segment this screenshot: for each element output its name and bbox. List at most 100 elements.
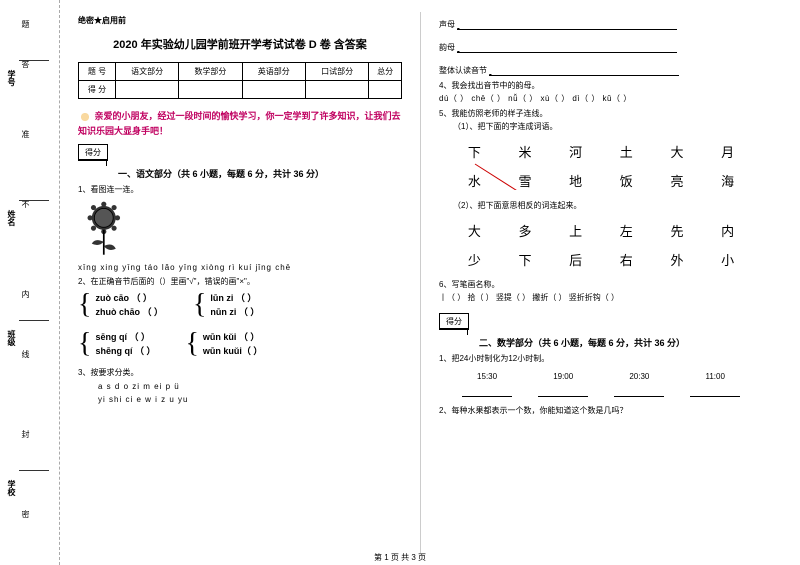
margin-label-school: 学校 — [6, 480, 17, 496]
q3-line2: yi shi ci e w i z u yu — [78, 395, 402, 404]
side-char: 准 — [20, 130, 31, 138]
secret-label: 绝密★启用前 — [78, 15, 402, 26]
side-char: 封 — [20, 430, 31, 438]
time: 11:00 — [705, 372, 724, 381]
hand-icon — [78, 110, 92, 124]
margin-label-class: 班级 — [6, 330, 17, 346]
opt: lūn zi （ ） — [210, 291, 259, 305]
opt: sēng qí （ ） — [95, 330, 155, 344]
left-brace-icon: { — [185, 334, 198, 354]
char: 米 — [518, 142, 531, 161]
q6-line: 丨（ ） 拾（ ） 竖提（ ） 撇折（ ） 竖折折钩（ ） — [439, 292, 763, 303]
left-column: 绝密★启用前 2020 年实验幼儿园学前班开学考试试卷 D 卷 含答案 题 号 … — [60, 0, 420, 565]
char: 亮 — [670, 171, 683, 190]
greeting: 亲爱的小朋友，经过一段时间的愉快学习，你一定学到了许多知识，让我们去知识乐园大显… — [78, 111, 401, 136]
char: 先 — [670, 221, 683, 240]
side-char: 内 — [20, 290, 31, 298]
side-char: 题 — [20, 20, 31, 28]
q4: 4、我会找出音节中的韵母。 — [439, 80, 763, 91]
opt: wūn kǔi （ ） — [203, 330, 263, 344]
char: 少 — [468, 250, 481, 269]
char: 河 — [569, 142, 582, 161]
char: 内 — [721, 221, 734, 240]
time: 19:00 — [553, 372, 573, 381]
q3: 3、按要求分类。 — [78, 367, 402, 378]
char: 多 — [518, 221, 531, 240]
opt: shēng qí （ ） — [95, 344, 155, 358]
score-table: 题 号 语文部分 数学部分 英语部分 口试部分 总分 得 分 — [78, 62, 402, 99]
char: 右 — [620, 250, 633, 269]
zt-label: 整体认读音节 — [439, 66, 487, 75]
q1: 1、看图连一连。 — [78, 184, 402, 195]
right-column: 声母 韵母 整体认读音节 4、我会找出音节中的韵母。 dú（ ） chē（ ） … — [421, 0, 781, 565]
flower-image — [78, 199, 133, 259]
m2: 2、每种水果都表示一个数，你能知道这个数是几吗？ — [439, 405, 763, 416]
th: 英语部分 — [242, 63, 305, 81]
char: 地 — [569, 171, 582, 190]
section2-title: 二、数学部分（共 6 小题，每题 6 分，共计 36 分） — [439, 336, 763, 349]
char: 下 — [518, 250, 531, 269]
left-brace-icon: { — [78, 334, 91, 354]
score-box: 得分 — [78, 144, 108, 161]
th: 题 号 — [79, 63, 116, 81]
opt: zhuò chāo （ ） — [95, 305, 163, 319]
blank-row — [439, 387, 763, 397]
score-box-2: 得分 — [439, 313, 469, 330]
char: 雪 — [518, 171, 531, 190]
binding-margin: 题 答 准 不 内 线 封 密 学号 姓名 班级 学校 — [0, 0, 60, 565]
char: 小 — [721, 250, 734, 269]
side-char: 线 — [20, 350, 31, 358]
time: 15:30 — [477, 372, 497, 381]
char-row-2: 水 雪 地 饭 亮 海 — [439, 171, 763, 190]
left-brace-icon: { — [78, 295, 91, 315]
section1-title: 一、语文部分（共 6 小题，每题 6 分，共计 36 分） — [78, 167, 402, 180]
q4-line: dú（ ） chē（ ） nǚ（ ） xù（ ） dì（ ） kǔ（ ） — [439, 93, 763, 104]
char: 水 — [468, 171, 481, 190]
char: 后 — [569, 250, 582, 269]
opt: wūn kuǔi（ ） — [203, 344, 263, 358]
char: 大 — [670, 142, 683, 161]
q2: 2、在正确音节后面的（）里画"√"，错误的画"×"。 — [78, 276, 402, 287]
margin-label-name: 姓名 — [6, 210, 17, 226]
char-row-1: 下 米 河 土 大 月 — [439, 142, 763, 161]
side-char: 答 — [20, 60, 31, 68]
td: 得 分 — [79, 81, 116, 99]
char: 外 — [670, 250, 683, 269]
th: 语文部分 — [115, 63, 178, 81]
opt: nūn zi （ ） — [210, 305, 259, 319]
q5-1: （1）、把下面的字连成词语。 — [439, 121, 763, 132]
char: 饭 — [620, 171, 633, 190]
sm-label: 声母 — [439, 20, 455, 29]
paper-title: 2020 年实验幼儿园学前班开学考试试卷 D 卷 含答案 — [78, 36, 402, 52]
greeting-text: 亲爱的小朋友，经过一段时间的愉快学习，你一定学到了许多知识，让我们去知识乐园大显… — [78, 109, 402, 138]
brace-group-1: { zuò cāo （ ） zhuò chāo （ ） { lūn zi （ ）… — [78, 291, 402, 320]
time: 20:30 — [629, 372, 649, 381]
q6: 6、写笔画名称。 — [439, 279, 763, 290]
side-char: 密 — [20, 510, 31, 518]
q3-line1: a s d o zi m ei p ü — [78, 382, 402, 391]
char: 左 — [620, 221, 633, 240]
m1: 1、把24小时制化为12小时制。 — [439, 353, 763, 364]
q5-2: （2）、把下面意思相反的词连起来。 — [439, 200, 763, 211]
char: 上 — [569, 221, 582, 240]
margin-label-id: 学号 — [6, 70, 17, 86]
left-brace-icon: { — [193, 295, 206, 315]
char: 土 — [620, 142, 633, 161]
char-row-4: 少 下 后 右 外 小 — [439, 250, 763, 269]
char: 下 — [468, 142, 481, 161]
times-row: 15:30 19:00 20:30 11:00 — [439, 366, 763, 387]
char-row-3: 大 多 上 左 先 内 — [439, 221, 763, 240]
side-char: 不 — [20, 200, 31, 208]
page-footer: 第 1 页 共 3 页 — [0, 552, 800, 563]
th: 数学部分 — [179, 63, 242, 81]
char: 大 — [468, 221, 481, 240]
opt: zuò cāo （ ） — [95, 291, 163, 305]
ym-label: 韵母 — [439, 43, 455, 52]
th: 口试部分 — [305, 63, 368, 81]
pinyin-line: xīng xing yīng táo lǎo yīng xiòng rì kuí… — [78, 263, 402, 272]
brace-group-2: { sēng qí （ ） shēng qí （ ） { wūn kǔi （ ）… — [78, 330, 402, 359]
q5: 5、我能仿照老师的样子连线。 — [439, 108, 763, 119]
th: 总分 — [369, 63, 402, 81]
char: 月 — [721, 142, 734, 161]
char: 海 — [721, 171, 734, 190]
